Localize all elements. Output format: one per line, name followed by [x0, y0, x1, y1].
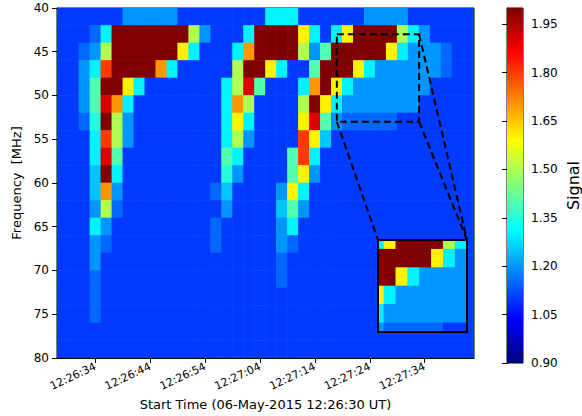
svg-text:50: 50: [34, 88, 49, 102]
svg-text:1.80: 1.80: [531, 66, 558, 80]
svg-text:1.65: 1.65: [531, 114, 558, 128]
svg-text:12:27:04: 12:27:04: [213, 360, 263, 393]
svg-text:12:26:34: 12:26:34: [48, 360, 98, 393]
svg-text:12:26:54: 12:26:54: [158, 360, 208, 393]
svg-text:1.20: 1.20: [531, 259, 558, 273]
svg-text:65: 65: [34, 220, 49, 234]
svg-text:45: 45: [34, 45, 49, 59]
svg-text:12:27:14: 12:27:14: [267, 360, 317, 393]
svg-text:0.90: 0.90: [531, 356, 558, 370]
svg-text:1.95: 1.95: [531, 17, 558, 31]
svg-text:55: 55: [34, 132, 49, 146]
svg-text:70: 70: [34, 263, 49, 277]
svg-text:Signal: Signal: [564, 161, 582, 210]
svg-text:1.35: 1.35: [531, 211, 558, 225]
svg-text:Frequency [MHz]: Frequency [MHz]: [9, 126, 24, 239]
svg-text:40: 40: [34, 1, 49, 15]
svg-text:12:27:24: 12:27:24: [322, 360, 372, 393]
svg-text:1.50: 1.50: [531, 162, 558, 176]
svg-text:Start Time (06-May-2015 12:26:: Start Time (06-May-2015 12:26:30 UT): [140, 397, 392, 412]
svg-text:60: 60: [34, 176, 49, 190]
svg-text:75: 75: [34, 307, 49, 321]
svg-text:12:27:34: 12:27:34: [377, 360, 427, 393]
svg-text:12:26:44: 12:26:44: [103, 360, 153, 393]
svg-text:1.05: 1.05: [531, 308, 558, 322]
svg-text:80: 80: [34, 351, 49, 365]
